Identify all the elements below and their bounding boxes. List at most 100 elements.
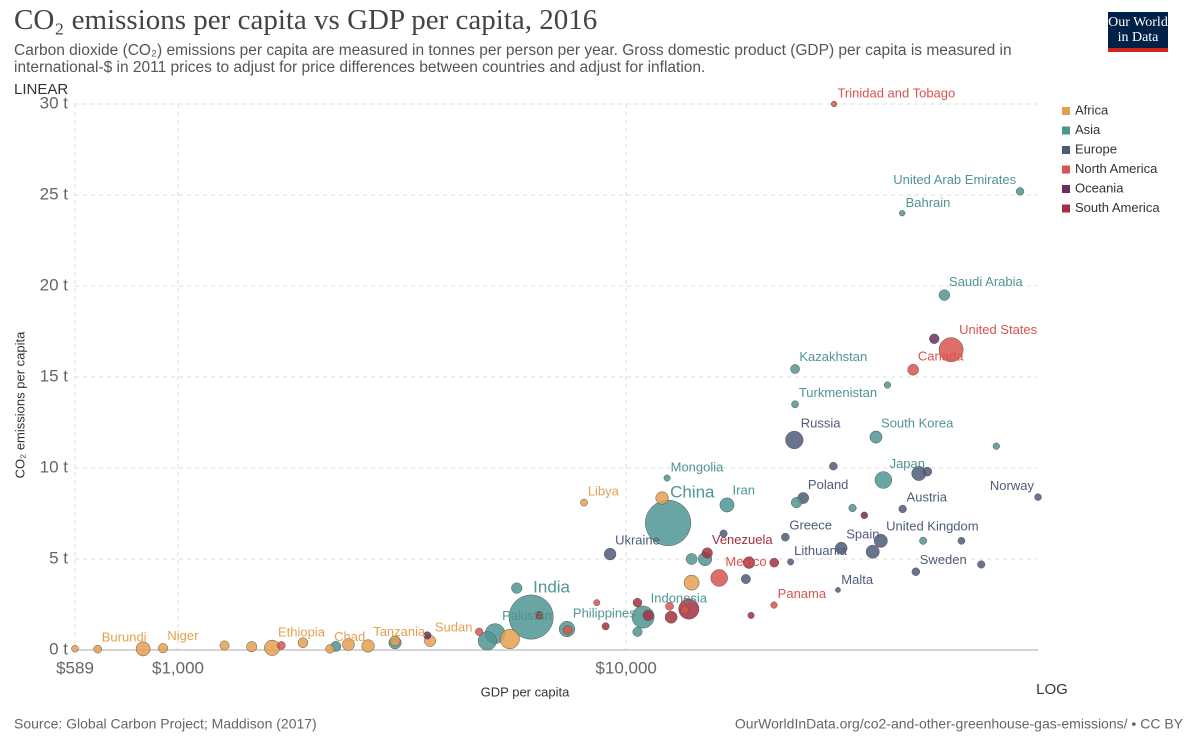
point bbox=[93, 644, 103, 654]
point-label: Sudan bbox=[435, 620, 473, 635]
chart-title: CO₂ emissions per capita vs GDP per capi… bbox=[14, 4, 598, 36]
x-tick-label: $10,000 bbox=[595, 658, 656, 677]
point bbox=[785, 430, 804, 450]
point bbox=[740, 574, 751, 584]
point-label: Ethiopia bbox=[278, 624, 326, 639]
point-label: South Korea bbox=[881, 415, 954, 430]
point-label: Spain bbox=[846, 527, 879, 542]
point-label: United Kingdom bbox=[886, 519, 979, 534]
point-label: Sweden bbox=[920, 552, 967, 567]
point-label: Lithuania bbox=[794, 543, 848, 558]
point bbox=[957, 537, 966, 545]
point bbox=[632, 598, 643, 608]
point-label: Philippines bbox=[573, 606, 636, 621]
point bbox=[664, 610, 678, 624]
legend-swatch bbox=[1062, 165, 1070, 174]
point bbox=[977, 560, 986, 569]
point-label: Poland bbox=[808, 477, 848, 492]
point bbox=[277, 641, 286, 650]
point-label: China bbox=[670, 483, 715, 502]
point-label: Saudi Arabia bbox=[949, 274, 1023, 289]
point bbox=[919, 536, 928, 545]
point-label: Greece bbox=[789, 518, 832, 533]
point bbox=[907, 363, 919, 376]
point-label: Norway bbox=[990, 478, 1035, 493]
y-tick-label: 5 t bbox=[49, 548, 68, 567]
point bbox=[835, 541, 848, 555]
point bbox=[663, 474, 671, 482]
point-label: Ukraine bbox=[615, 533, 660, 548]
point bbox=[873, 533, 888, 548]
point bbox=[593, 599, 601, 607]
point bbox=[158, 643, 169, 654]
point bbox=[477, 631, 497, 651]
y-scale-label[interactable]: LINEAR bbox=[14, 81, 68, 98]
legend-swatch bbox=[1062, 126, 1070, 135]
url[interactable]: OurWorldInData.org/co2-and-other-greenho… bbox=[735, 716, 1184, 732]
point-label: United States bbox=[959, 322, 1038, 337]
point-label: Libya bbox=[588, 483, 620, 498]
legend-label[interactable]: North America bbox=[1075, 161, 1158, 176]
point bbox=[835, 587, 841, 593]
point bbox=[899, 210, 906, 217]
point bbox=[264, 639, 281, 656]
legend-swatch bbox=[1062, 204, 1070, 213]
point bbox=[499, 629, 520, 650]
legend-label[interactable]: South America bbox=[1075, 200, 1160, 215]
y-tick-label: 15 t bbox=[40, 366, 69, 385]
point bbox=[791, 497, 803, 509]
point-label: Mexico bbox=[725, 554, 766, 569]
point bbox=[829, 461, 838, 471]
point bbox=[685, 553, 698, 565]
y-tick-label: 0 t bbox=[49, 639, 68, 658]
x-scale-label[interactable]: LOG bbox=[1036, 681, 1068, 698]
point-label: Chad bbox=[334, 629, 365, 644]
point bbox=[297, 637, 309, 648]
point-label: Tanzania bbox=[373, 624, 426, 639]
point-label: Burundi bbox=[102, 630, 147, 645]
point-label: Niger bbox=[167, 628, 199, 643]
point bbox=[246, 641, 258, 653]
point bbox=[869, 430, 883, 444]
legend-label[interactable]: Europe bbox=[1075, 141, 1117, 156]
point bbox=[665, 602, 674, 611]
point-label: Iran bbox=[733, 482, 755, 497]
point bbox=[389, 635, 401, 647]
point bbox=[603, 547, 617, 561]
point-label: India bbox=[533, 577, 570, 596]
point bbox=[632, 626, 643, 637]
legend-swatch bbox=[1062, 185, 1070, 193]
point bbox=[719, 497, 735, 513]
point bbox=[938, 289, 950, 301]
legend-label[interactable]: Oceania bbox=[1075, 180, 1124, 195]
point bbox=[742, 556, 756, 569]
point bbox=[680, 605, 689, 615]
point-label: Pakistan bbox=[502, 608, 552, 623]
point-label: Austria bbox=[907, 490, 948, 505]
point bbox=[874, 471, 893, 489]
point-label: Malta bbox=[841, 572, 874, 587]
point bbox=[791, 400, 799, 409]
legend-label[interactable]: Asia bbox=[1075, 122, 1101, 137]
point bbox=[929, 333, 940, 344]
chart-subtitle: Carbon dioxide (CO₂) emissions per capit… bbox=[14, 42, 1012, 76]
point-label: Venezuela bbox=[712, 532, 773, 547]
source: Source: Global Carbon Project; Maddison … bbox=[14, 716, 317, 732]
point-label: Indonesia bbox=[651, 590, 708, 605]
point bbox=[830, 100, 838, 108]
point bbox=[342, 638, 355, 651]
x-axis-label: GDP per capita bbox=[481, 684, 570, 699]
point bbox=[219, 640, 230, 651]
point bbox=[860, 511, 868, 519]
point bbox=[1034, 493, 1042, 501]
point bbox=[770, 601, 778, 609]
point-label: Canada bbox=[918, 349, 964, 364]
point bbox=[361, 639, 375, 653]
point bbox=[601, 622, 610, 631]
legend-label[interactable]: Africa bbox=[1075, 102, 1109, 117]
logo[interactable]: Our World in Data bbox=[1108, 12, 1168, 52]
point bbox=[683, 574, 700, 591]
point bbox=[71, 645, 79, 653]
